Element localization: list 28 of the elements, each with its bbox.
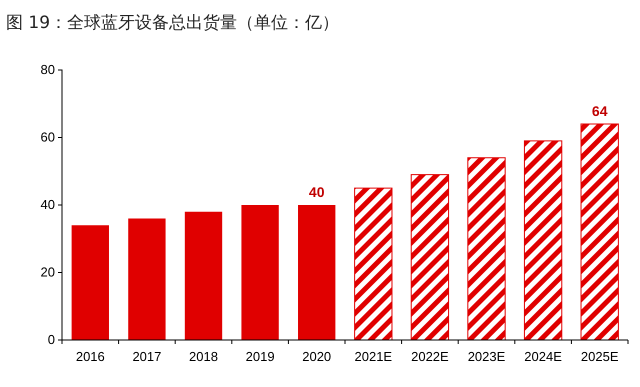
y-tick-label: 20: [40, 264, 55, 280]
bar: [298, 205, 336, 340]
y-tick-label: 40: [40, 197, 55, 212]
y-tick-label: 60: [40, 130, 55, 145]
bar: [184, 212, 222, 340]
x-tick-label: 2019: [246, 349, 275, 364]
bar: [580, 124, 619, 340]
y-tick-label: 80: [40, 62, 55, 78]
bar: [467, 157, 506, 340]
bar: [241, 205, 279, 340]
x-tick-label: 2017: [132, 349, 162, 364]
x-tick-label: 2021E: [354, 349, 392, 364]
x-tick-label: 2025E: [580, 349, 619, 364]
bar: [410, 174, 450, 340]
bar: [354, 188, 392, 340]
data-label: 40: [308, 184, 325, 200]
bar: [128, 218, 166, 340]
chart-title: 图 19：全球蓝牙设备总出货量（单位：亿）: [6, 13, 340, 33]
x-tick-label: 2024E: [524, 349, 562, 364]
y-tick-label: 0: [48, 332, 55, 348]
bar: [72, 225, 109, 340]
x-tick-label: 2022E: [411, 349, 450, 364]
data-label: 64: [592, 103, 608, 119]
x-tick-label: 2020: [302, 349, 332, 364]
x-tick-label: 2016: [76, 349, 105, 364]
bar: [524, 140, 562, 340]
x-tick-label: 2018: [189, 349, 218, 364]
x-tick-label: 2023E: [468, 349, 506, 364]
